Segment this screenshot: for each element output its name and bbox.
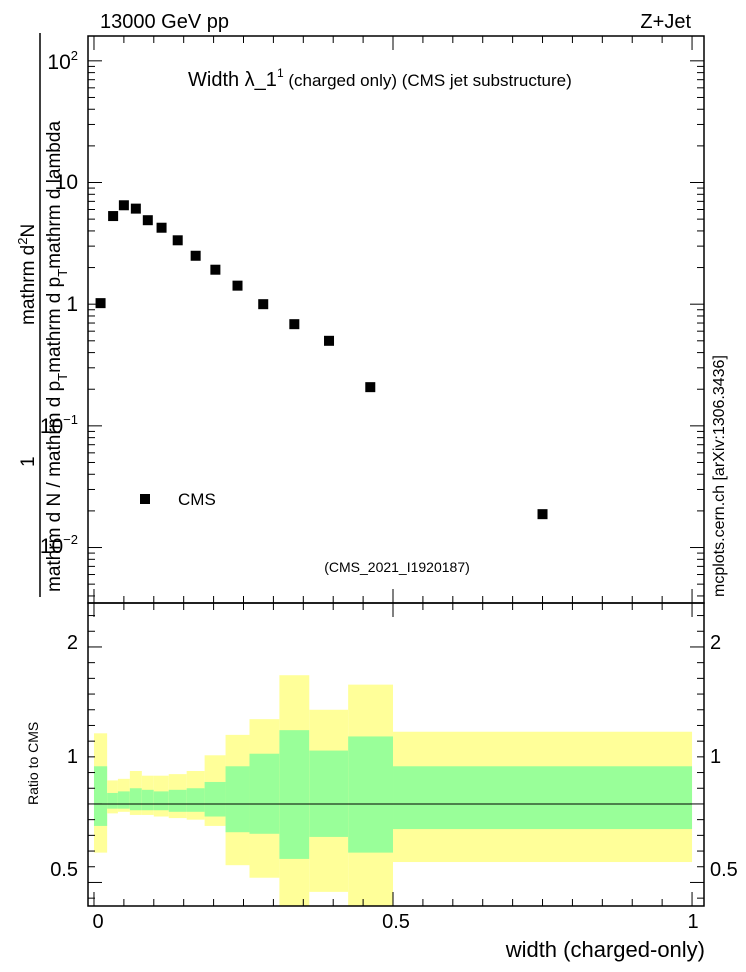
ratio-band-inner bbox=[117, 791, 130, 809]
data-point-cms bbox=[172, 235, 183, 246]
data-point-cms bbox=[190, 250, 201, 261]
x-tick-label-0: 0 bbox=[92, 911, 103, 933]
ratio-band-inner bbox=[279, 730, 310, 859]
legend-label-cms: CMS bbox=[178, 490, 216, 509]
main-y-axis-label: mathrm d2N 1 mathrm d N / mathrm d pTmat… bbox=[15, 33, 70, 597]
y-label-numerator-one: 1 bbox=[18, 456, 39, 467]
y-tick-label-10: 10 bbox=[55, 171, 78, 194]
data-point-cms bbox=[118, 200, 129, 211]
y-label-denominator: mathrm d N / mathrm d pTmathrm d pTmathr… bbox=[44, 121, 70, 592]
ratio-band-inner bbox=[153, 791, 169, 811]
ratio-plot-frame bbox=[87, 602, 705, 907]
x-tick-label-0-5: 0.5 bbox=[382, 911, 410, 933]
process-label: Z+Jet bbox=[640, 11, 691, 33]
plot-title-sup: 1 bbox=[277, 66, 284, 80]
ratio-y-tick-label-2: 2 bbox=[67, 632, 78, 654]
data-point-cms bbox=[258, 299, 269, 310]
ratio-band-inner bbox=[129, 788, 142, 811]
data-point-cms bbox=[232, 280, 243, 291]
legend-marker-cms bbox=[140, 494, 150, 504]
data-point-cms bbox=[537, 509, 548, 520]
data-point-cms bbox=[210, 264, 221, 275]
main-y-ticks: 102 10 1 10−1 10−2 bbox=[40, 48, 78, 558]
y-tick-label-1: 1 bbox=[66, 293, 78, 316]
data-point-cms bbox=[95, 298, 106, 309]
y-tick-label-0-1: 10−1 bbox=[40, 412, 78, 438]
ratio-band-inner bbox=[107, 792, 118, 809]
y-label-numerator: mathrm d2N bbox=[15, 224, 39, 325]
ratio-band-inner bbox=[204, 781, 226, 817]
x-tick-label-1: 1 bbox=[687, 911, 698, 933]
ratio-band-inner bbox=[225, 766, 250, 833]
energy-label: 13000 GeV pp bbox=[100, 11, 229, 33]
ratio-y-tick-label-0-5: 0.5 bbox=[50, 859, 78, 881]
data-point-cms bbox=[324, 335, 335, 346]
ratio-band-inner bbox=[309, 750, 349, 837]
ratio-band-inner bbox=[393, 766, 693, 830]
ratio-band-inner bbox=[93, 766, 108, 826]
watermark: mcplots.cern.ch [arXiv:1306.3436] bbox=[711, 355, 728, 597]
ratio-band-inner bbox=[249, 753, 280, 834]
plot-title-main: Width λ_1 bbox=[188, 69, 277, 91]
data-point-cms bbox=[108, 211, 119, 222]
ratio-band-inner bbox=[141, 789, 154, 811]
data-point-cms bbox=[142, 215, 153, 226]
main-plot-frame bbox=[87, 35, 705, 604]
x-axis-label: width (charged-only) bbox=[505, 937, 705, 962]
plot-title-rest: (charged only) (CMS jet substructure) bbox=[284, 71, 572, 90]
ratio-y-tick-label-1-right: 1 bbox=[710, 746, 721, 768]
data-point-cms bbox=[289, 319, 300, 330]
y-tick-label-100: 102 bbox=[47, 48, 78, 74]
y-tick-label-0-01: 10−2 bbox=[40, 532, 78, 558]
data-point-cms bbox=[156, 222, 167, 233]
ratio-band-inner bbox=[168, 789, 187, 812]
plot-title: Width λ_11 (charged only) (CMS jet subst… bbox=[188, 66, 572, 91]
ratio-y-tick-label-0-5-right: 0.5 bbox=[710, 859, 738, 881]
ratio-y-axis-label: Ratio to CMS bbox=[25, 722, 41, 805]
data-point-cms bbox=[365, 382, 376, 393]
analysis-label: (CMS_2021_I1920187) bbox=[324, 559, 470, 575]
ratio-band-inner bbox=[186, 788, 205, 812]
ratio-band-inner bbox=[348, 736, 394, 853]
ratio-y-tick-label-2-right: 2 bbox=[710, 632, 721, 654]
ratio-y-tick-label-1: 1 bbox=[67, 746, 78, 768]
data-point-cms bbox=[130, 203, 141, 214]
